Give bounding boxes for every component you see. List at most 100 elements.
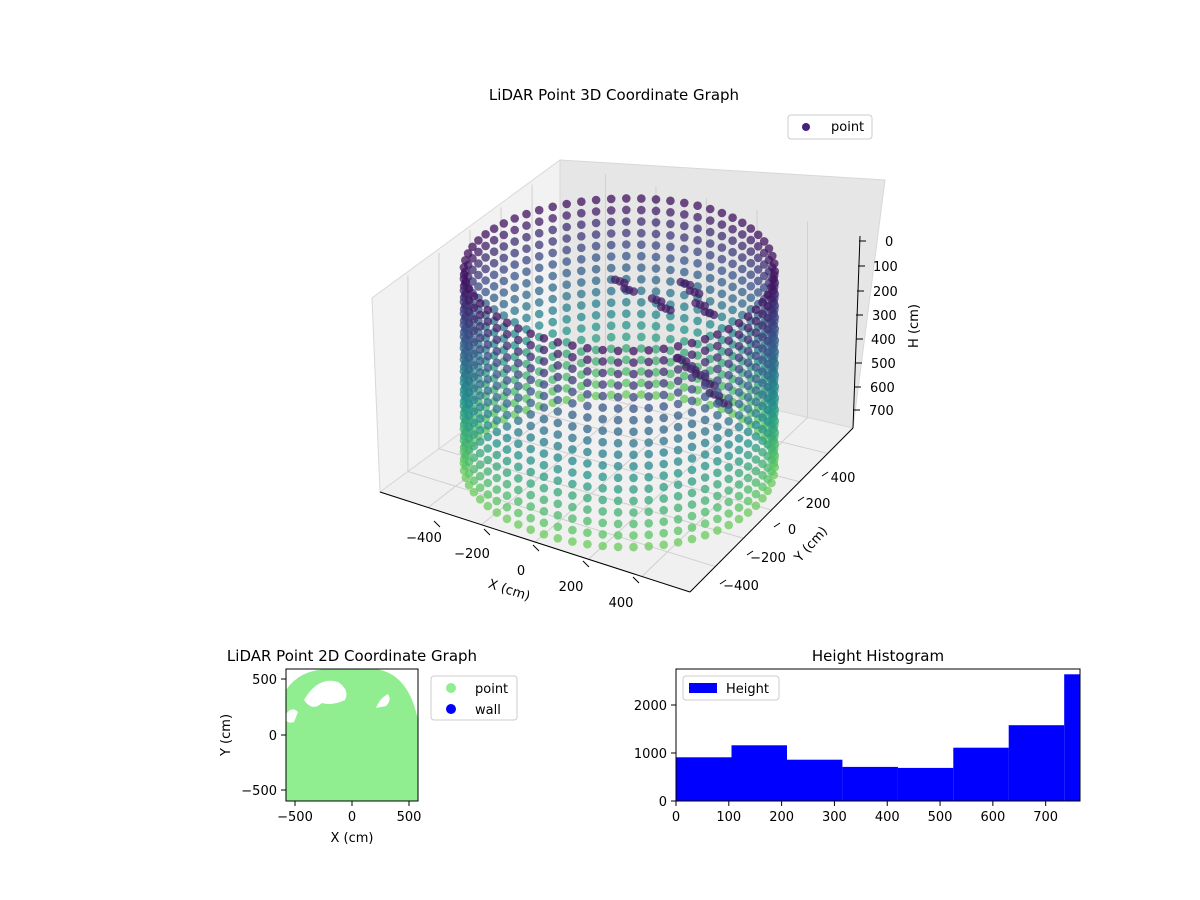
point-3d	[526, 490, 535, 500]
z-tick-label: 500	[871, 357, 896, 372]
point-3d	[553, 407, 563, 416]
point-3d	[534, 298, 544, 307]
point-3d	[637, 228, 646, 238]
point-3d	[734, 434, 744, 443]
point-3d	[659, 425, 668, 434]
z-tick-label: 600	[870, 381, 895, 396]
point-3d	[700, 415, 710, 425]
point-3d	[753, 288, 763, 297]
point-3d	[651, 391, 661, 400]
point-3d	[705, 239, 715, 248]
point-3d	[673, 538, 683, 547]
point-3d	[637, 240, 646, 249]
point-3d	[553, 476, 563, 486]
point-3d	[489, 282, 499, 291]
point-3d	[734, 411, 744, 420]
point-3d	[728, 247, 737, 257]
chart-histogram: Height Histogram 0 100 200 300 400 500 600 700 …	[634, 647, 1081, 825]
point-3d	[539, 334, 549, 343]
point-3d	[743, 462, 753, 471]
point-3d	[673, 399, 683, 409]
point-3d	[514, 439, 523, 449]
y-tick-label: −500	[241, 784, 277, 799]
point-3d	[606, 206, 616, 215]
point-3d	[469, 395, 479, 405]
point-3d	[691, 298, 700, 308]
x-tick-label: 100	[716, 810, 741, 825]
point-3d	[548, 294, 557, 304]
point-3d	[629, 496, 638, 506]
point-3d	[492, 346, 502, 356]
z-tick-label: 300	[872, 309, 897, 324]
point-3d	[738, 287, 747, 297]
point-3d	[629, 392, 638, 402]
point-3d	[713, 445, 722, 455]
point-3d	[687, 408, 697, 417]
point-3d	[475, 310, 485, 320]
point-3d	[666, 357, 675, 367]
point-3d	[644, 461, 653, 470]
point-3d	[553, 522, 563, 532]
point-3d	[522, 232, 531, 242]
point-3d	[751, 489, 761, 499]
point-3d	[758, 494, 767, 503]
x-tick-label: 700	[1033, 810, 1058, 825]
point-3d	[713, 341, 722, 351]
point-3d	[622, 194, 631, 203]
point-3d	[562, 222, 571, 232]
x-tick-mark	[532, 544, 540, 552]
x-tick-mark	[433, 520, 441, 528]
point-3d	[673, 526, 683, 536]
point-3d	[743, 439, 753, 448]
x-tick-label: −200	[454, 547, 490, 562]
point-3d	[751, 443, 761, 453]
point-3d	[526, 525, 535, 534]
point-3d	[475, 460, 485, 470]
point-3d	[492, 439, 502, 448]
point-3d	[483, 409, 493, 419]
point-3d	[673, 411, 683, 420]
point-3d	[606, 332, 616, 342]
point-3d	[728, 224, 737, 234]
point-3d	[717, 266, 727, 276]
point-3d	[629, 508, 638, 517]
point-3d	[700, 473, 710, 482]
point-3d	[463, 249, 473, 258]
point-3d	[693, 316, 702, 326]
point-3d	[693, 201, 702, 210]
point-3d	[724, 463, 733, 472]
point-3d	[514, 416, 523, 426]
point-3d	[510, 237, 519, 246]
point-3d	[666, 277, 675, 286]
point-3d	[644, 392, 653, 401]
point-3d	[629, 485, 638, 494]
point-3d	[583, 436, 592, 445]
point-3d	[568, 456, 577, 466]
point-3d	[514, 324, 523, 333]
point-3d	[499, 276, 509, 286]
point-3d	[613, 346, 623, 356]
point-3d	[534, 240, 544, 250]
histogram-bar	[1008, 725, 1065, 801]
point-3d	[492, 381, 502, 391]
z-axis-line	[852, 235, 861, 429]
point-3d	[758, 459, 767, 469]
point-3d	[637, 344, 646, 353]
point-3d	[644, 507, 653, 516]
point-3d	[637, 263, 646, 273]
point-3d	[700, 438, 710, 448]
gap-region	[304, 680, 347, 707]
point-3d	[562, 257, 571, 266]
point-3d	[606, 367, 616, 377]
point-3d	[728, 271, 737, 280]
point-3d	[724, 428, 733, 438]
point-3d	[483, 490, 493, 499]
point-3d	[753, 242, 763, 251]
point-3d	[514, 520, 523, 529]
point-3d	[629, 473, 638, 483]
point-3d	[680, 383, 689, 392]
point-3d	[743, 370, 753, 379]
point-3d	[758, 298, 767, 307]
point-3d	[568, 491, 577, 500]
point-3d	[606, 286, 616, 296]
